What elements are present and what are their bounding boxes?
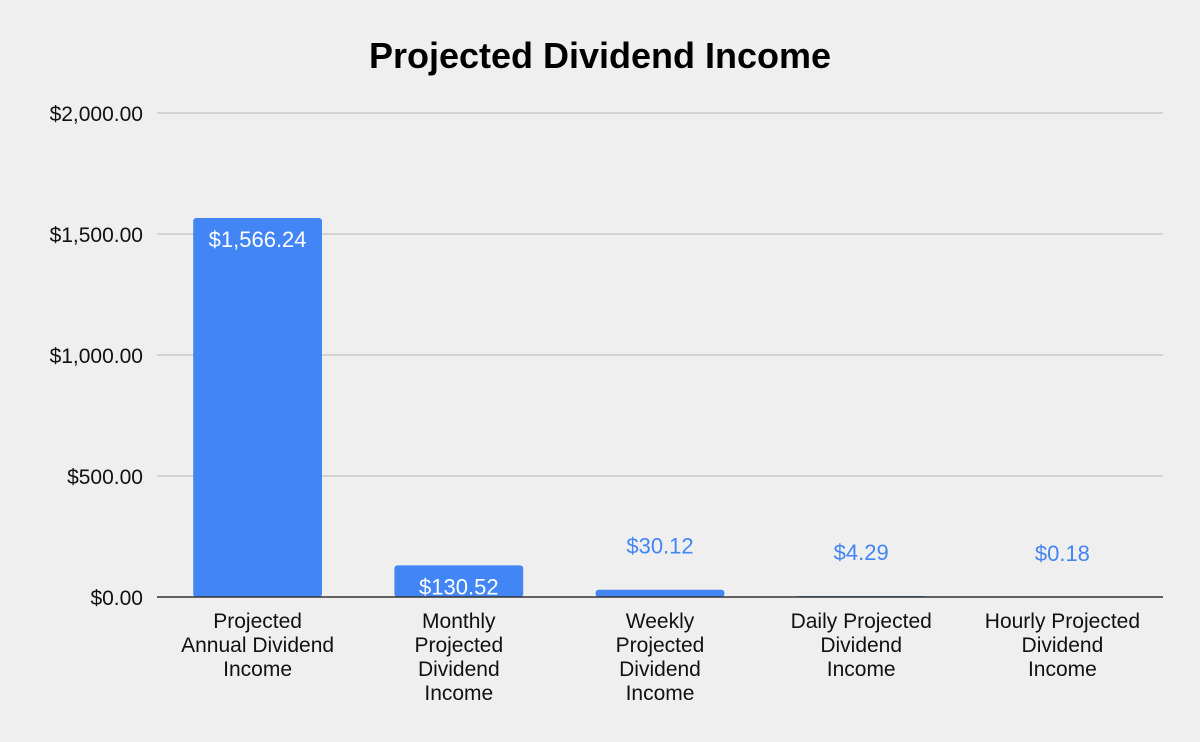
x-tick-label-line: Weekly bbox=[626, 610, 695, 633]
data-label: $4.29 bbox=[834, 540, 889, 565]
data-label: $1,566.24 bbox=[209, 227, 307, 252]
y-tick-label: $2,000.00 bbox=[50, 103, 143, 126]
x-tick-label-line: Income bbox=[827, 658, 896, 681]
bar bbox=[394, 565, 524, 597]
x-tick-label-line: Hourly Projected bbox=[985, 610, 1140, 633]
x-tick-label-line: Dividend bbox=[1022, 634, 1104, 657]
y-tick-label: $500.00 bbox=[67, 466, 143, 489]
bar bbox=[193, 217, 322, 598]
x-tick-label-line: Income bbox=[626, 682, 695, 705]
bar bbox=[595, 589, 725, 597]
x-tick-label-line: Projected bbox=[616, 634, 705, 657]
x-tick-label-line: Income bbox=[1028, 658, 1097, 681]
x-tick-label-line: Dividend bbox=[418, 658, 500, 681]
y-axis-tick-labels: $0.00 $500.00 $1,000.00 $1,500.00 $2,000.00 bbox=[50, 103, 143, 610]
y-tick-label: $1,000.00 bbox=[50, 345, 143, 368]
x-tick-label: Hourly Projected Dividend Income bbox=[985, 610, 1140, 681]
x-tick-label: Weekly Projected Dividend Income bbox=[616, 610, 705, 705]
x-tick-label-line: Dividend bbox=[619, 658, 701, 681]
x-tick-label-line: Annual Dividend bbox=[181, 634, 334, 657]
x-tick-label: Projected Annual Dividend Income bbox=[181, 610, 334, 681]
data-label: $130.52 bbox=[419, 574, 499, 599]
x-tick-label-line: Projected bbox=[213, 610, 302, 633]
x-tick-label-line: Projected bbox=[414, 634, 503, 657]
x-tick-label-line: Income bbox=[223, 658, 292, 681]
x-tick-label-line: Daily Projected bbox=[791, 610, 932, 633]
x-tick-label: Daily Projected Dividend Income bbox=[791, 610, 932, 681]
chart-title: Projected Dividend Income bbox=[369, 35, 831, 76]
y-tick-label: $0.00 bbox=[90, 587, 143, 610]
y-tick-label: $1,500.00 bbox=[50, 224, 143, 247]
data-label: $30.12 bbox=[626, 534, 693, 559]
x-tick-label-line: Dividend bbox=[820, 634, 902, 657]
data-label: $0.18 bbox=[1035, 541, 1090, 566]
gridlines bbox=[157, 112, 1163, 477]
x-tick-label-line: Income bbox=[424, 682, 493, 705]
data-labels: $1,566.24 $130.52 $30.12 $4.29 $0.18 bbox=[209, 227, 1090, 599]
x-tick-label: Monthly Projected Dividend Income bbox=[414, 610, 503, 705]
x-tick-label-line: Monthly bbox=[422, 610, 496, 633]
